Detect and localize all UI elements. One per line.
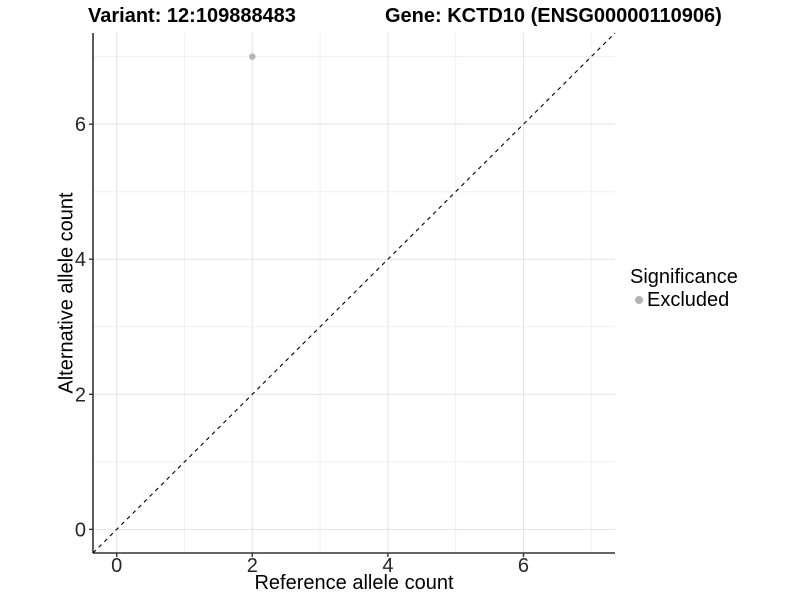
y-tick-label: 4 xyxy=(75,249,86,271)
plot-title-gene: Gene: KCTD10 (ENSG00000110906) xyxy=(385,5,722,27)
y-tick-label: 0 xyxy=(75,519,86,541)
y-tick-label: 6 xyxy=(75,114,86,136)
plot-title-variant: Variant: 12:109888483 xyxy=(88,5,296,27)
legend-excluded-dot-icon xyxy=(635,296,643,304)
x-tick-label: 2 xyxy=(247,555,258,577)
x-tick-label: 4 xyxy=(382,555,393,577)
identity-line xyxy=(92,32,616,554)
legend-title: Significance xyxy=(630,266,738,288)
x-tick-label: 0 xyxy=(111,555,122,577)
x-tick-label: 6 xyxy=(518,555,529,577)
legend: Significance Excluded xyxy=(630,266,738,311)
y-tick-label: 2 xyxy=(75,384,86,406)
y-axis-label: Alternative allele count xyxy=(55,192,78,394)
x-axis-label: Reference allele count xyxy=(254,572,454,594)
legend-entry-label: Excluded xyxy=(647,289,730,311)
legend-entry-excluded: Excluded xyxy=(630,289,738,311)
data-point xyxy=(249,53,256,60)
